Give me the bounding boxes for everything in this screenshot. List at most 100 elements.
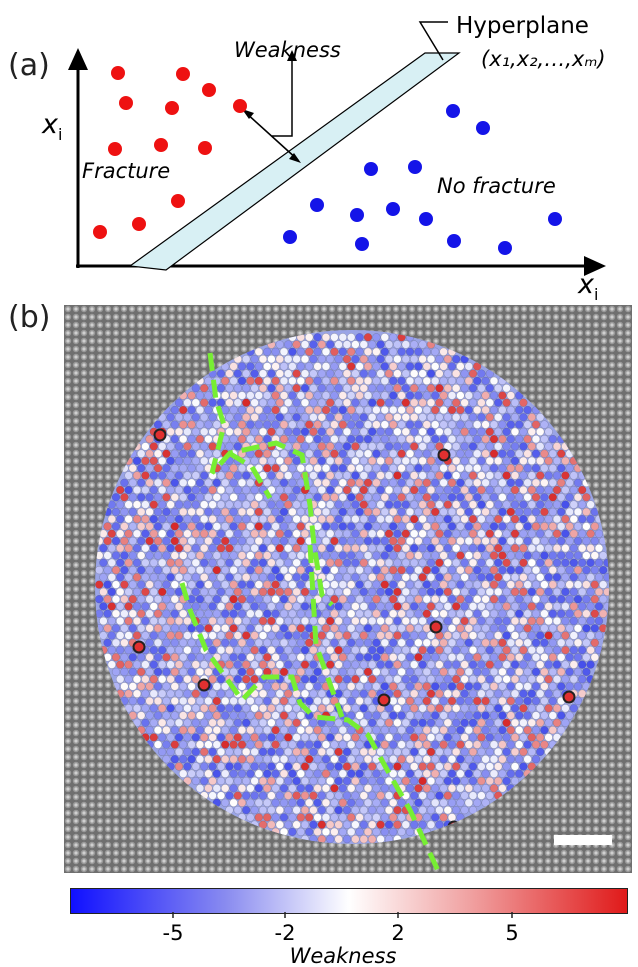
particle <box>376 558 385 567</box>
particle <box>464 711 473 720</box>
particle <box>389 507 398 517</box>
particle <box>397 798 406 807</box>
particle <box>389 580 398 589</box>
particle <box>498 493 507 502</box>
particle <box>212 769 221 778</box>
particle <box>389 827 398 837</box>
particle <box>200 485 209 495</box>
particle <box>116 573 125 582</box>
particle <box>435 514 444 524</box>
particle <box>347 740 356 749</box>
particle <box>531 638 541 647</box>
particle <box>439 682 448 691</box>
particle <box>250 558 259 567</box>
particle <box>258 573 268 582</box>
particle <box>561 587 570 597</box>
particle <box>351 791 360 800</box>
particle <box>368 558 377 567</box>
particle <box>330 551 339 560</box>
particle <box>141 616 150 626</box>
particle <box>179 711 188 720</box>
particle <box>384 602 394 611</box>
particle <box>263 755 272 764</box>
particle <box>460 762 469 771</box>
particle <box>380 434 389 444</box>
particle <box>506 740 515 749</box>
particle <box>313 420 322 429</box>
particle <box>422 507 431 517</box>
particle <box>523 478 532 487</box>
particle <box>565 507 574 517</box>
particle <box>426 485 436 495</box>
particle <box>338 653 347 662</box>
particle <box>418 456 427 466</box>
particle <box>452 384 461 393</box>
particle <box>187 769 196 778</box>
particle <box>485 747 494 757</box>
particle <box>485 689 494 698</box>
particle <box>460 398 469 407</box>
particle <box>170 449 179 458</box>
particle <box>557 653 566 662</box>
particle <box>128 507 137 517</box>
particle <box>456 638 465 647</box>
particle <box>292 558 301 567</box>
particle <box>494 384 503 393</box>
particle <box>326 631 335 640</box>
particle <box>544 427 553 436</box>
particle <box>321 755 331 764</box>
particle <box>435 747 444 757</box>
particle <box>405 580 415 589</box>
particle <box>296 624 305 633</box>
particle <box>183 747 192 757</box>
fracture-point <box>202 83 216 97</box>
particle <box>334 762 343 771</box>
particle <box>313 755 322 764</box>
particle <box>473 740 482 749</box>
particle <box>489 434 499 444</box>
particle <box>342 805 352 815</box>
particle <box>531 565 541 575</box>
particle <box>494 544 503 553</box>
particle <box>418 820 427 829</box>
particle <box>359 689 368 698</box>
particle <box>372 798 381 807</box>
particle <box>368 776 377 786</box>
particle <box>426 776 436 786</box>
particle <box>305 420 314 429</box>
particle <box>410 733 419 742</box>
particle <box>531 493 541 502</box>
particle <box>292 354 301 364</box>
particle <box>153 595 163 604</box>
particle <box>221 696 230 706</box>
particle <box>414 449 423 458</box>
particle <box>523 580 532 589</box>
particle <box>132 675 142 684</box>
particle <box>414 624 423 633</box>
particle <box>242 776 251 786</box>
particle <box>254 609 263 618</box>
particle <box>418 442 427 451</box>
particle <box>179 696 188 706</box>
particle <box>452 733 461 742</box>
particle <box>183 413 192 422</box>
particle <box>355 653 364 662</box>
particle <box>338 434 347 444</box>
particle <box>452 413 461 422</box>
particle <box>384 776 394 786</box>
particle <box>347 434 356 444</box>
particle <box>489 682 499 691</box>
particle <box>263 434 272 444</box>
particle <box>464 434 473 444</box>
particle <box>540 449 549 458</box>
particle <box>510 747 520 757</box>
particle <box>527 689 536 698</box>
particle <box>242 675 251 684</box>
particle <box>242 791 251 800</box>
particle <box>380 362 389 371</box>
particle <box>401 675 410 684</box>
particle <box>540 420 549 429</box>
particle <box>418 733 427 742</box>
particle <box>456 798 465 807</box>
particle <box>548 449 557 458</box>
